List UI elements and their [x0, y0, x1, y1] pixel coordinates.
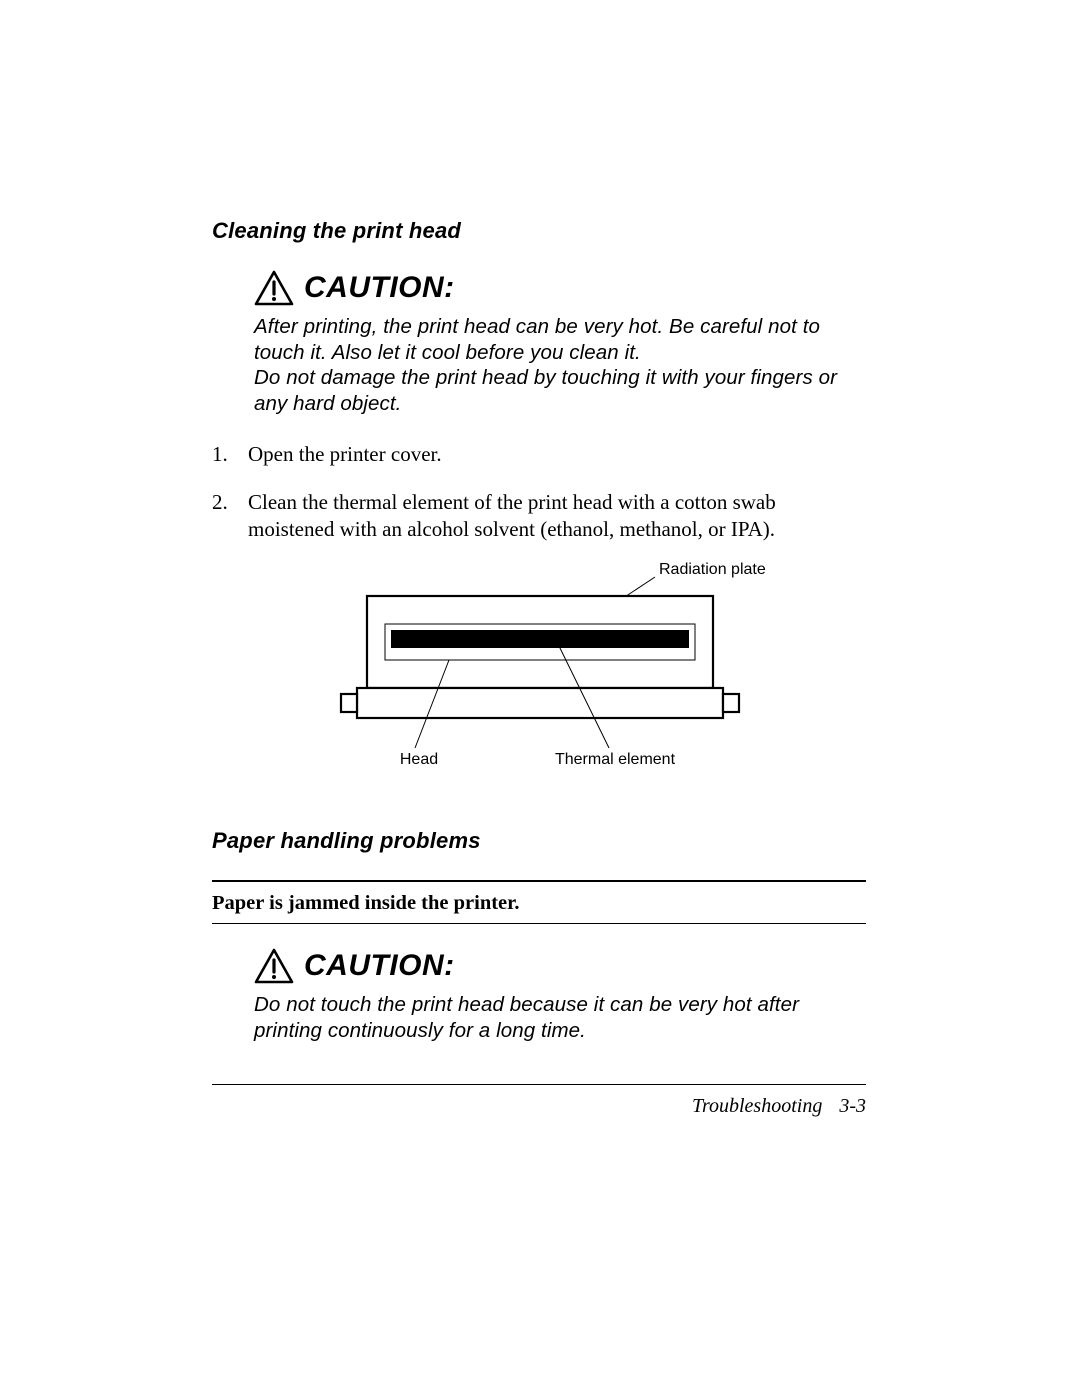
- step-item: 1. Open the printer cover.: [212, 441, 866, 468]
- caution-row: CAUTION:: [254, 948, 866, 984]
- step-item: 2. Clean the thermal element of the prin…: [212, 489, 866, 542]
- caution-body-1: After printing, the print head can be ve…: [254, 314, 866, 417]
- heading-paper-handling: Paper handling problems: [212, 828, 866, 854]
- caution-block-2: CAUTION: Do not touch the print head bec…: [254, 948, 866, 1043]
- caution-block-1: CAUTION: After printing, the print head …: [254, 270, 866, 417]
- caution-row: CAUTION:: [254, 270, 866, 306]
- warning-triangle-icon: [254, 270, 294, 306]
- step-number: 1.: [212, 441, 248, 468]
- step-text: Clean the thermal element of the print h…: [248, 489, 866, 542]
- steps-list: 1. Open the printer cover. 2. Clean the …: [212, 441, 866, 543]
- print-head-diagram: Radiation plate Head Thermal element: [212, 560, 866, 780]
- footer-section: Troubleshooting: [692, 1095, 822, 1117]
- rule-thin: [212, 923, 866, 924]
- label-head: Head: [400, 751, 438, 768]
- subheading-jam: Paper is jammed inside the printer.: [212, 892, 866, 915]
- rule-thick: [212, 880, 866, 882]
- label-thermal-element: Thermal element: [555, 751, 676, 768]
- label-radiation-plate: Radiation plate: [659, 561, 766, 578]
- footer-rule: [212, 1084, 866, 1085]
- page-footer: Troubleshooting 3-3: [212, 1084, 866, 1118]
- step-number: 2.: [212, 489, 248, 542]
- caution-body-2: Do not touch the print head because it c…: [254, 992, 866, 1043]
- heading-cleaning: Cleaning the print head: [212, 218, 866, 244]
- warning-triangle-icon: [254, 948, 294, 984]
- footer-text: Troubleshooting 3-3: [212, 1095, 866, 1118]
- page-content: Cleaning the print head CAUTION: After p…: [212, 218, 866, 1044]
- caution-label: CAUTION:: [304, 271, 455, 305]
- footer-page-number: 3-3: [839, 1095, 866, 1117]
- caution-label: CAUTION:: [304, 949, 455, 983]
- step-text: Open the printer cover.: [248, 441, 866, 468]
